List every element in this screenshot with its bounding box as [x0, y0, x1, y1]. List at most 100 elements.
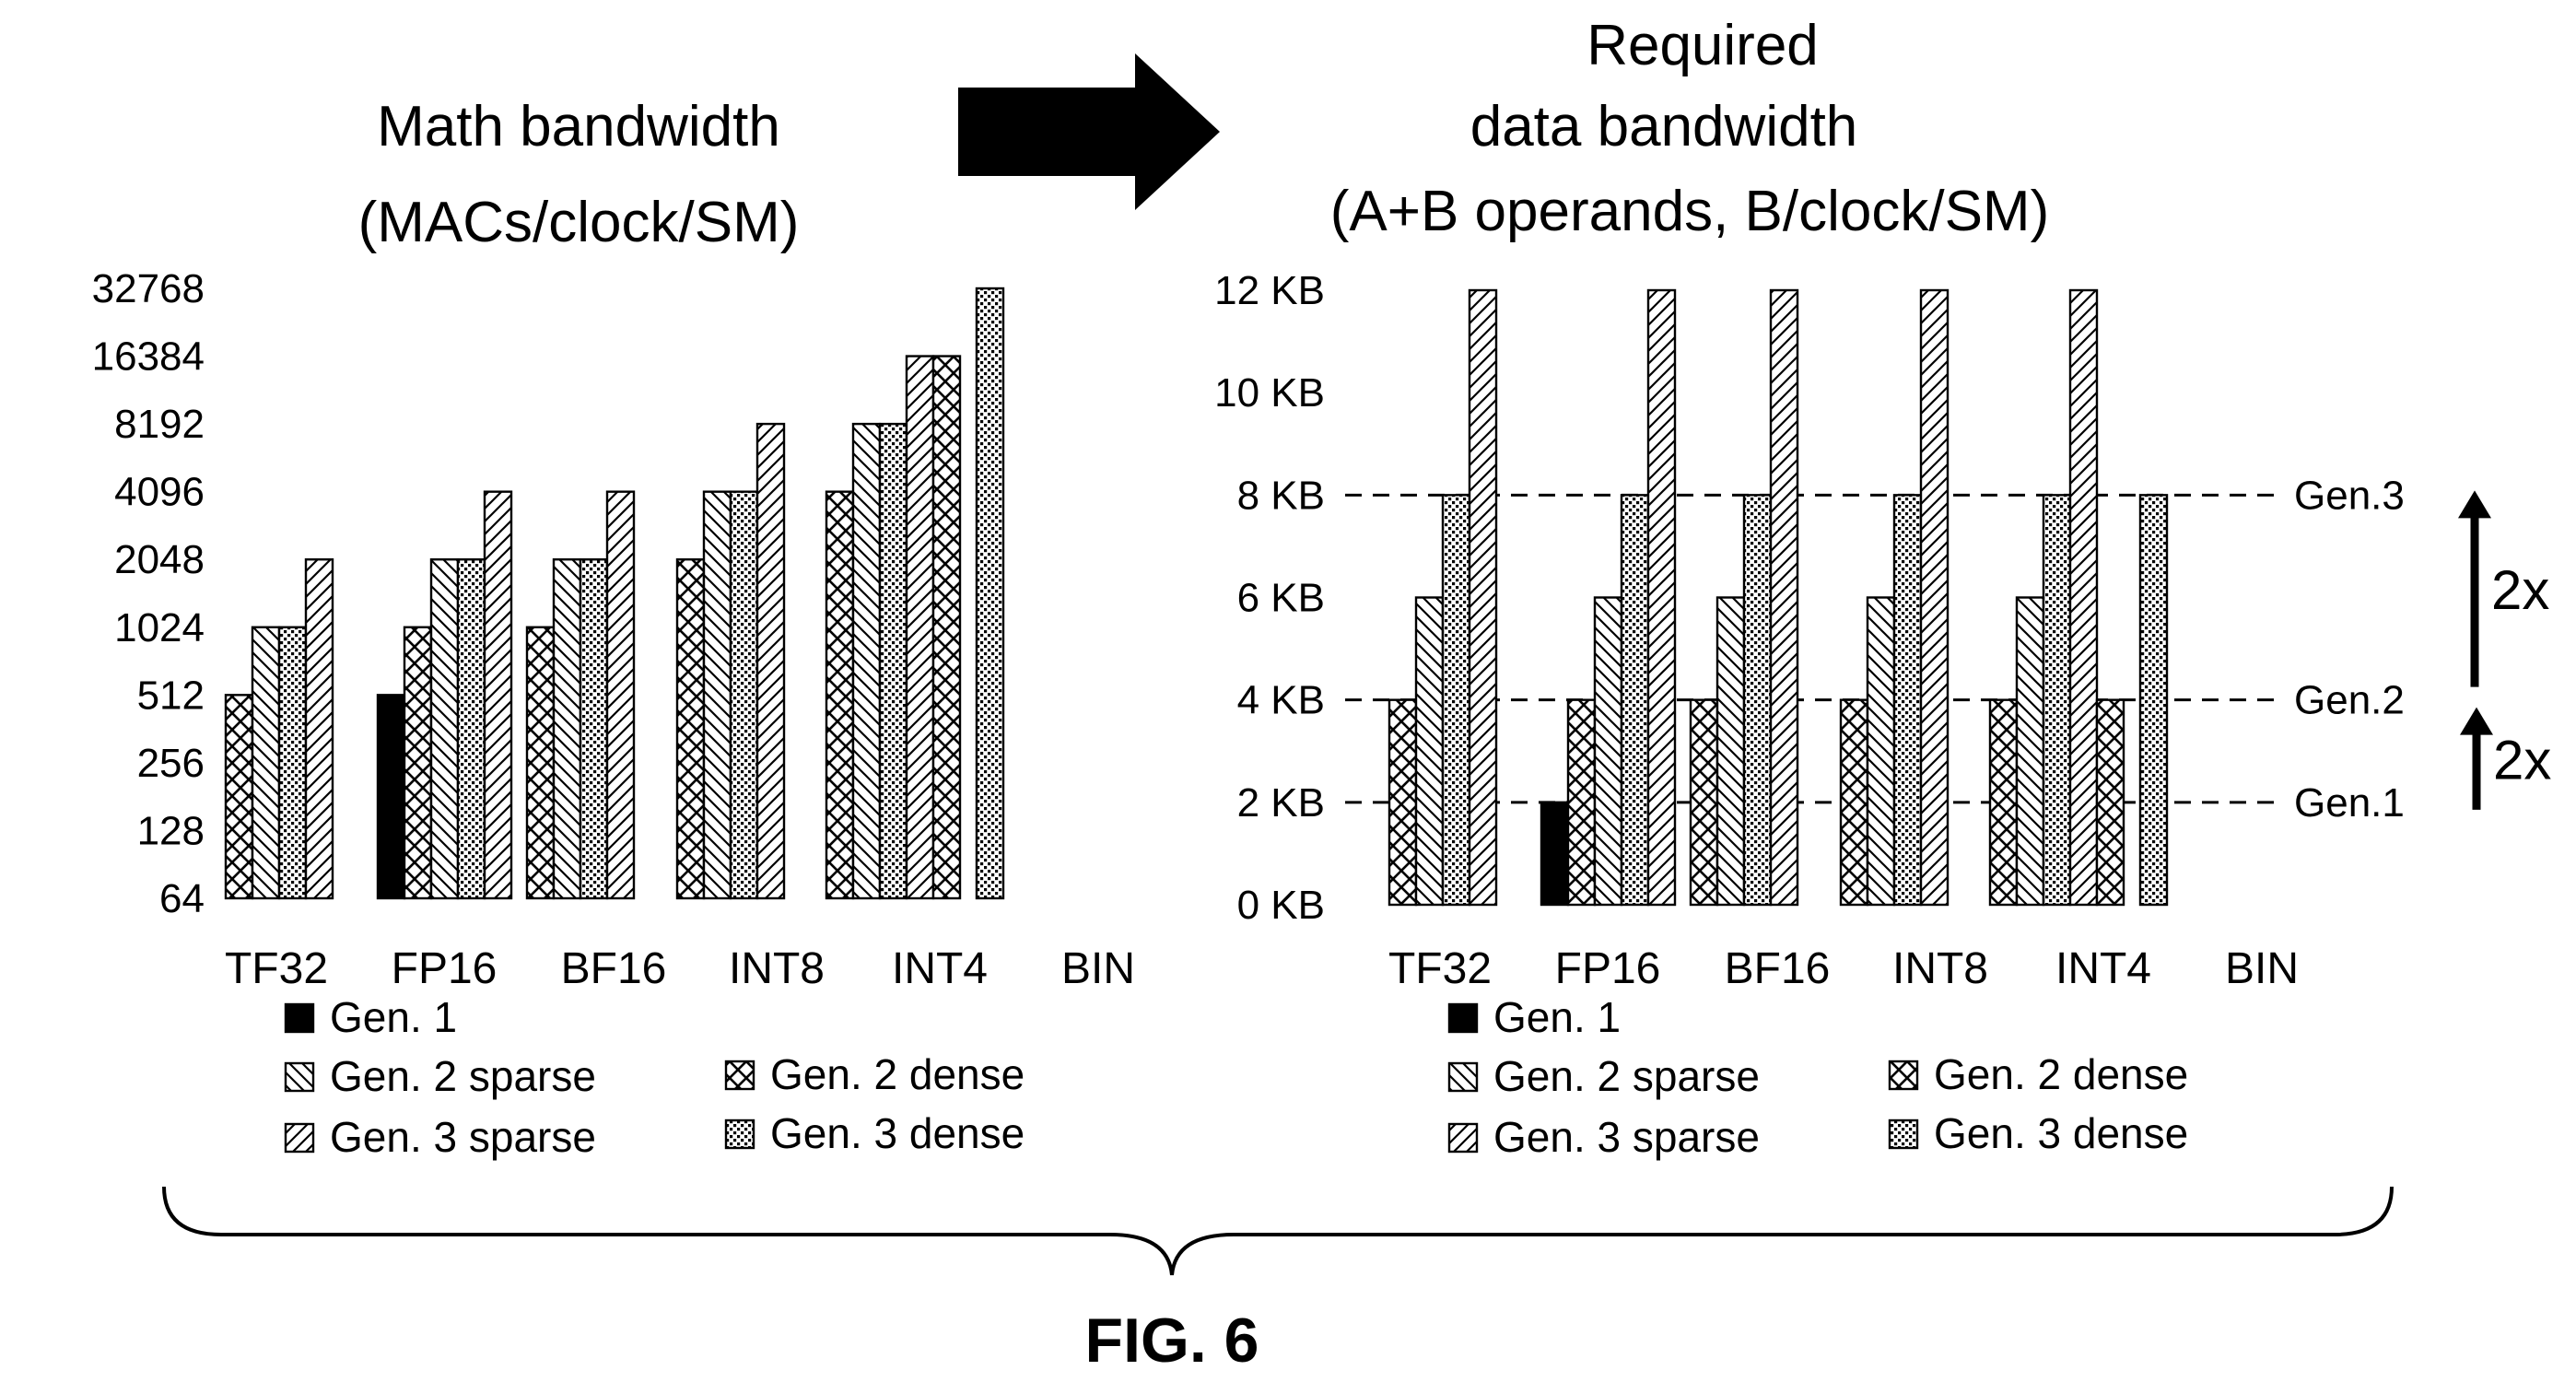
x-tick-label: INT4	[892, 944, 988, 993]
bar-bf16-gen2d	[525, 626, 556, 900]
legend-label-gen3s: Gen. 3 sparse	[330, 1113, 596, 1161]
y-tick-label: 32768	[92, 266, 205, 311]
bar-int8-gen3d	[729, 490, 759, 900]
y-tick-label: 10 KB	[1214, 370, 1325, 416]
legend-label-gen1: Gen. 1	[330, 993, 457, 1041]
bar-bf16-gen2d	[1689, 698, 1719, 907]
bar-int4-gen3d	[878, 422, 908, 900]
legend-swatch-gen2d	[724, 1060, 755, 1091]
bar-tf32-gen3d	[1441, 494, 1471, 907]
x-tick-label: BIN	[2225, 944, 2299, 993]
reference-lines: Gen.3 Gen.2 Gen.1	[1345, 473, 2405, 826]
bar-int4-gen3d	[2042, 494, 2072, 907]
bar-int4-gen3s	[905, 355, 935, 900]
bar-bf16-gen3s	[1769, 288, 1799, 907]
bar-bin-gen3d	[975, 287, 1005, 900]
bar-fp16-gen2s	[429, 558, 460, 900]
math-bandwidth-chart: Math bandwidth (MACs/clock/SM) 64 128 256 5…	[92, 95, 1135, 1161]
y-tick-label: 4 KB	[1237, 678, 1325, 723]
x-tick-label: FP16	[392, 944, 498, 993]
x-tick-label: BF16	[561, 944, 667, 993]
bar-fp16-gen2d	[1566, 698, 1597, 907]
bar-fp16-gen2d	[403, 626, 433, 900]
y-tick-label: 8192	[114, 402, 205, 447]
bar-fp16-gen3s	[1646, 288, 1677, 907]
right-title-line3: (A+B operands, B/clock/SM)	[1330, 180, 2049, 243]
right-bars	[1388, 288, 2169, 907]
legend-swatch-gen2s	[1447, 1061, 1479, 1093]
right-y-axis: 0 KB 2 KB 4 KB 6 KB 8 KB 10 KB 12 KB	[1214, 268, 1325, 928]
y-tick-label: 6 KB	[1237, 576, 1325, 621]
bar-int8-gen2s	[1866, 596, 1896, 907]
x-tick-label: INT8	[729, 944, 825, 993]
x-tick-label: FP16	[1555, 944, 1661, 993]
legend-label-gen3s: Gen. 3 sparse	[1493, 1113, 1760, 1161]
reference-line-label: Gen.1	[2294, 780, 2405, 826]
x-tick-label: BIN	[1061, 944, 1135, 993]
reference-line-label: Gen.3	[2294, 473, 2405, 518]
bar-int4-gen2s	[2015, 596, 2045, 907]
bar-int4-gen2d	[1988, 698, 2019, 907]
legend-label-gen2s: Gen. 2 sparse	[1493, 1052, 1760, 1100]
right-title-line1: Required	[1587, 14, 1819, 77]
data-bandwidth-chart: Required data bandwidth (A+B operands, B…	[1214, 14, 2551, 1161]
bar-fp16-gen3d	[456, 558, 486, 900]
bar-bf16-gen3d	[579, 558, 609, 900]
bar-int4-gen2d	[931, 355, 962, 900]
bar-fp16-gen2s	[1593, 596, 1623, 907]
legend-swatch-gen2d	[1888, 1060, 1919, 1091]
bar-tf32-gen3d	[277, 626, 308, 900]
legend-swatch-gen3s	[1447, 1122, 1479, 1154]
bar-tf32-gen2s	[251, 626, 281, 900]
x-tick-label: INT4	[2055, 944, 2151, 993]
y-tick-label: 512	[137, 673, 205, 718]
y-tick-label: 0 KB	[1237, 883, 1325, 928]
bar-int8-gen2d	[675, 558, 706, 900]
legend-label-gen2s: Gen. 2 sparse	[330, 1052, 596, 1100]
bar-fp16-gen3d	[1620, 494, 1650, 907]
reference-line-label: Gen.2	[2294, 678, 2405, 723]
growth-annotations: 2x 2x	[2458, 490, 2551, 810]
bar-int4-gen2d	[825, 490, 855, 900]
y-tick-label: 2 KB	[1237, 780, 1325, 826]
bar-int4-gen2s	[851, 422, 882, 900]
bar-bf16-gen3s	[605, 490, 636, 900]
legend-swatch-gen1	[284, 1002, 315, 1034]
brace-icon	[162, 1186, 2394, 1276]
legend-swatch-gen1	[1447, 1002, 1479, 1034]
left-title-line1: Math bandwidth	[377, 95, 780, 158]
x-tick-label: BF16	[1725, 944, 1831, 993]
bar-bin-gen3d	[2138, 494, 2169, 907]
left-title-line2: (MACs/clock/SM)	[358, 191, 800, 254]
y-tick-label: 64	[159, 876, 205, 921]
left-y-axis: 64 128 256 512 1024 2048 4096 8192 16384 32768	[92, 266, 205, 921]
bar-fp16-gen1	[1540, 801, 1570, 907]
left-x-axis: TF32 FP16 BF16 INT8 INT4 BIN	[225, 944, 1135, 993]
bar-tf32-gen2s	[1414, 596, 1445, 907]
left-legend: Gen. 1 Gen. 2 sparse Gen. 2 dense Gen. 3 sp…	[284, 993, 1025, 1161]
up-arrow-icon	[2460, 707, 2493, 735]
bar-bf16-gen3d	[1742, 494, 1773, 907]
legend-swatch-gen2s	[284, 1061, 315, 1093]
bar-int4-gen3s	[2068, 288, 2099, 907]
y-tick-label: 1024	[114, 605, 205, 650]
right-legend: Gen. 1 Gen. 2 sparse Gen. 2 dense Gen. 3 sp…	[1447, 993, 2188, 1161]
legend-label-gen2d: Gen. 2 dense	[770, 1050, 1025, 1098]
y-tick-label: 8 KB	[1237, 473, 1325, 518]
legend-swatch-gen3d	[724, 1118, 755, 1150]
bar-int4-gen2d	[2095, 698, 2125, 907]
x-tick-label: TF32	[1388, 944, 1492, 993]
bar-bf16-gen2s	[552, 558, 582, 900]
figure-label: FIG. 6	[1085, 1306, 1259, 1376]
bar-int8-gen3d	[1892, 494, 1923, 907]
growth-label: 2x	[2493, 729, 2551, 791]
left-bars	[224, 287, 1005, 900]
legend-label-gen2d: Gen. 2 dense	[1934, 1050, 2188, 1098]
x-tick-label: TF32	[225, 944, 328, 993]
bar-int8-gen2d	[1839, 698, 1869, 907]
legend-label-gen1: Gen. 1	[1493, 993, 1621, 1041]
growth-label: 2x	[2491, 559, 2549, 621]
bar-tf32-gen2d	[224, 694, 254, 900]
legend-swatch-gen3s	[284, 1122, 315, 1154]
